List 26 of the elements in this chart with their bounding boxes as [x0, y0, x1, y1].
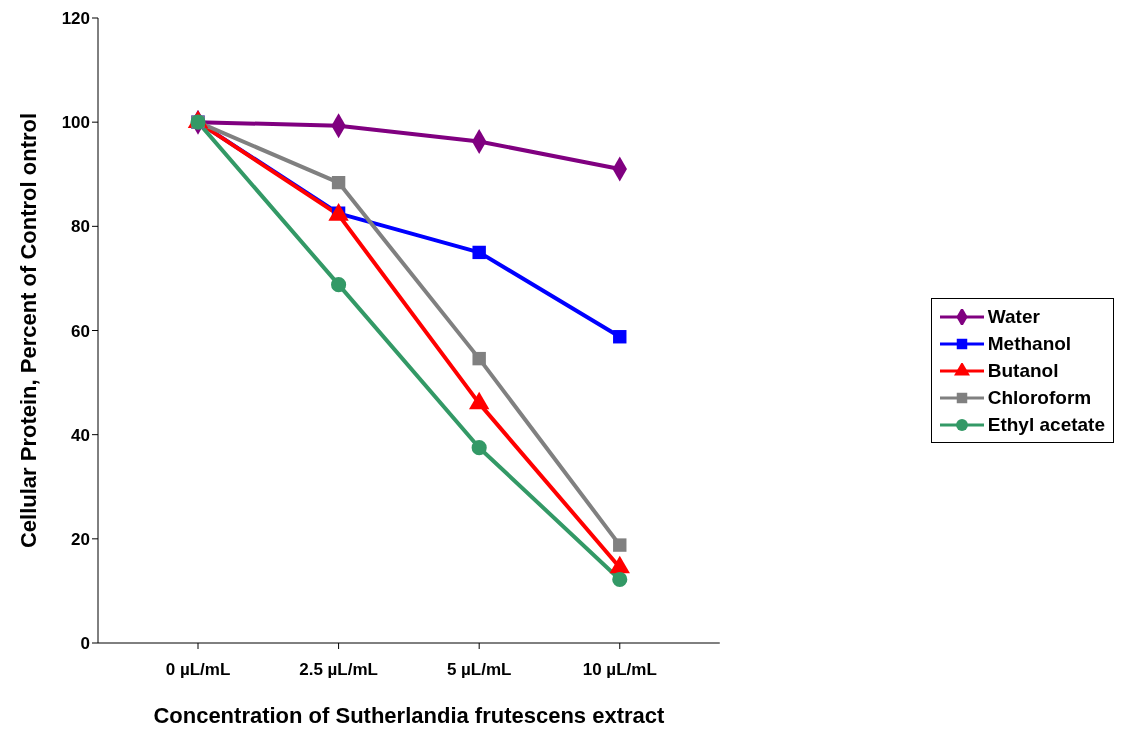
x-axis-title: Concentration of Sutherlandia frutescens extract [153, 703, 666, 728]
point [612, 571, 628, 588]
point [613, 538, 627, 552]
y-tick-label: 100 [61, 113, 90, 133]
y-tick-label: 20 [71, 529, 90, 549]
y-tick-label: 80 [71, 217, 90, 237]
y-tick-label: 60 [71, 321, 90, 341]
y-tick-label: 0 [80, 634, 90, 654]
point [471, 440, 487, 456]
y-tick-label: 40 [71, 425, 90, 445]
x-tick-label: 5 µL/mL [446, 660, 512, 680]
x-tick-label: 2.5 µL/mL [299, 660, 378, 680]
legend-label: Butanol [987, 359, 1059, 382]
point [613, 330, 627, 344]
point [472, 351, 486, 366]
point [472, 245, 486, 260]
point [331, 277, 347, 293]
legend-label: Water [987, 305, 1040, 328]
point [331, 175, 346, 190]
legend-label: Chloroform [987, 386, 1092, 409]
y-tick-label: 120 [61, 9, 90, 29]
legend-label: Methanol [987, 332, 1072, 355]
x-tick-label: 0 µL/mL [165, 660, 231, 680]
y-axis-title: Cellular Protein, Percent of Control ontrol [15, 112, 41, 549]
x-tick-label: 10 µL/mL [582, 660, 657, 680]
legend-label: Ethyl acetate [987, 413, 1105, 436]
